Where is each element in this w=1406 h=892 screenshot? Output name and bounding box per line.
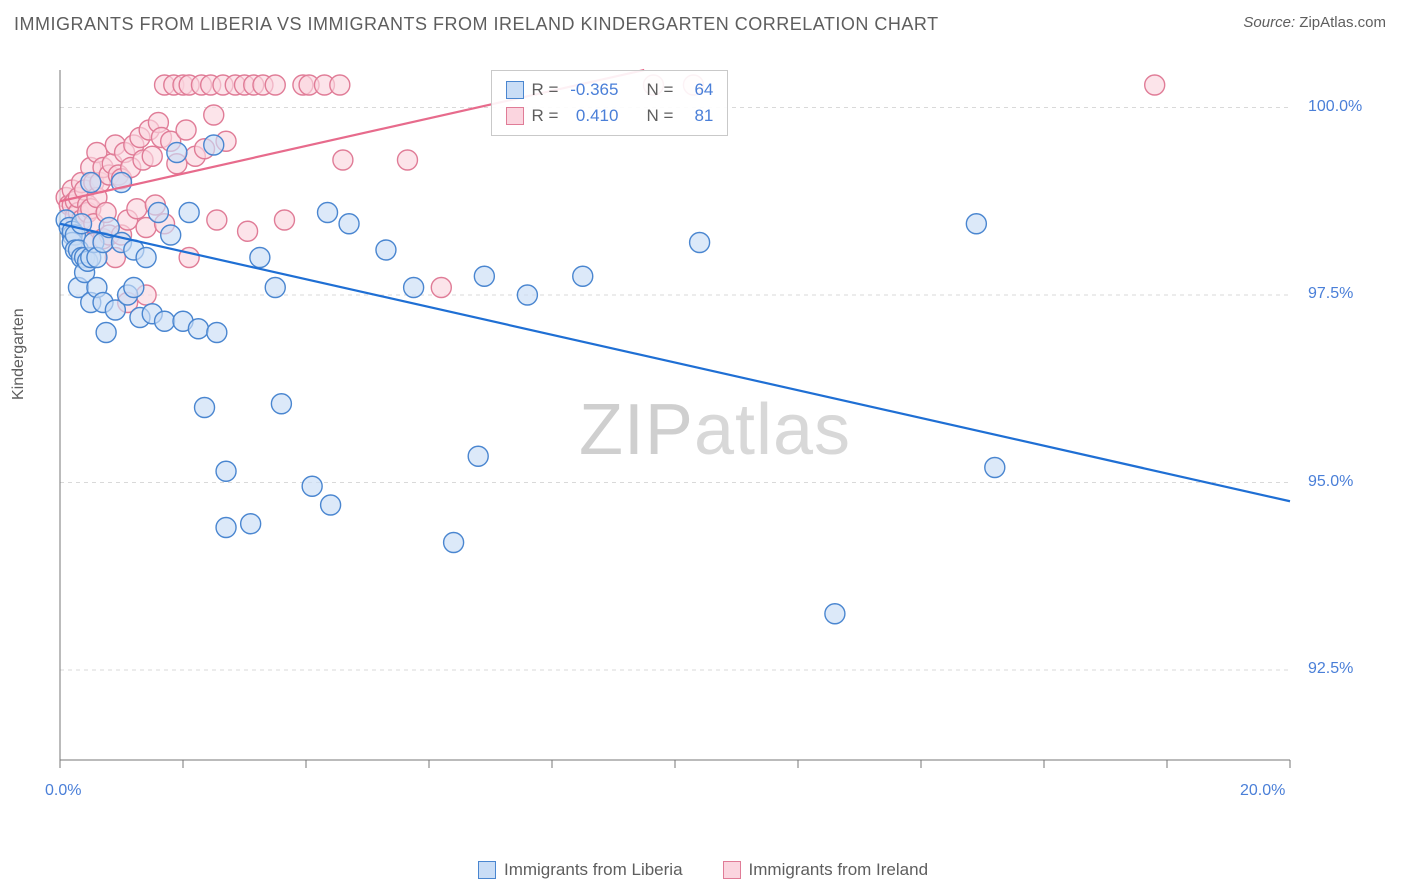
stats-R-value: 0.410 xyxy=(566,106,618,126)
stats-R-label: R = xyxy=(532,106,559,126)
source-credit: Source: ZipAtlas.com xyxy=(1243,14,1386,31)
y-tick-label: 92.5% xyxy=(1308,660,1353,678)
x-tick-label: 0.0% xyxy=(45,782,81,800)
source-label: Source: xyxy=(1243,14,1295,31)
x-tick-label: 20.0% xyxy=(1240,782,1285,800)
y-tick-label: 100.0% xyxy=(1308,98,1362,116)
legend-item-liberia: Immigrants from Liberia xyxy=(478,860,683,880)
legend-swatch-liberia xyxy=(478,861,496,879)
stats-N-label: N = xyxy=(646,106,673,126)
stats-legend-box: R = -0.365 N = 64 R = 0.410 N = 81 xyxy=(491,70,729,136)
y-tick-label: 95.0% xyxy=(1308,473,1353,491)
stats-swatch xyxy=(506,81,524,99)
stats-R-label: R = xyxy=(532,80,559,100)
source-name: ZipAtlas.com xyxy=(1299,14,1386,31)
stats-N-label: N = xyxy=(646,80,673,100)
y-tick-label: 97.5% xyxy=(1308,285,1353,303)
bottom-legend: Immigrants from Liberia Immigrants from … xyxy=(0,860,1406,880)
stats-swatch xyxy=(506,107,524,125)
stats-N-value: 81 xyxy=(681,106,713,126)
stats-row: R = 0.410 N = 81 xyxy=(506,103,714,129)
scatter-plot: ZIPatlas R =-0.365N =64R =0.410N =81 xyxy=(50,60,1380,800)
stats-row: R = -0.365 N = 64 xyxy=(506,77,714,103)
chart-svg xyxy=(50,60,1380,800)
legend-swatch-ireland xyxy=(723,861,741,879)
legend-label-liberia: Immigrants from Liberia xyxy=(504,860,683,880)
y-axis-label: Kindergarten xyxy=(10,308,28,400)
stats-R-value: -0.365 xyxy=(566,80,618,100)
legend-label-ireland: Immigrants from Ireland xyxy=(749,860,929,880)
stats-N-value: 64 xyxy=(681,80,713,100)
legend-item-ireland: Immigrants from Ireland xyxy=(723,860,929,880)
chart-title: IMMIGRANTS FROM LIBERIA VS IMMIGRANTS FR… xyxy=(14,14,1392,35)
